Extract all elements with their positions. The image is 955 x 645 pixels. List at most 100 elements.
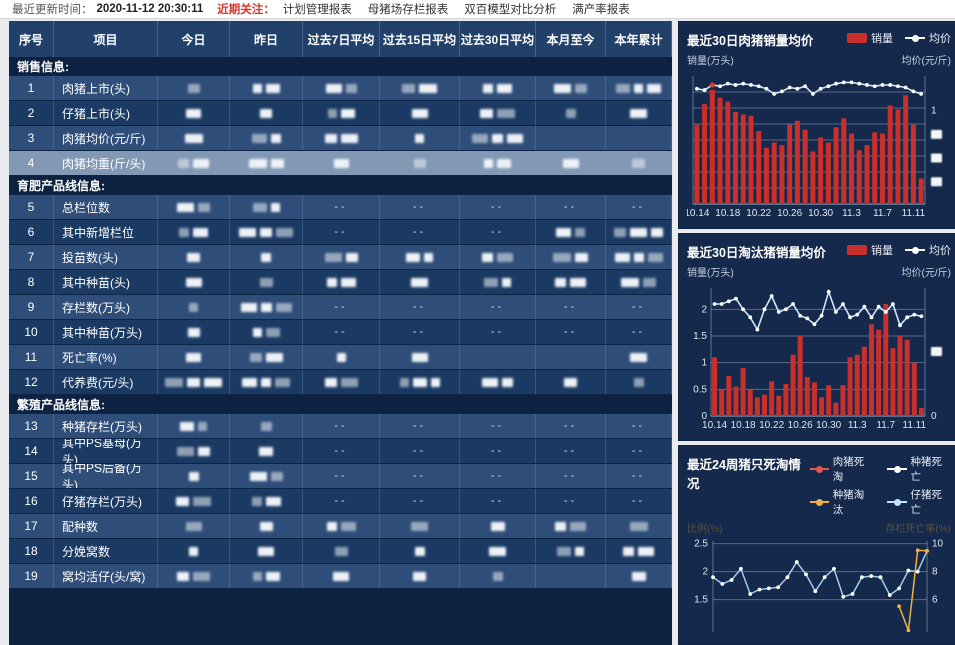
redacted-value [557,546,571,556]
right-axis-label: 存栏死亡率(%) [885,524,951,535]
redacted-value [252,327,262,337]
dash-value: -- [563,495,578,507]
legend-item[interactable]: 种猪淘汰 [809,487,874,517]
svg-text:11.3: 11.3 [842,208,861,219]
dash-value: -- [563,301,578,313]
table-row[interactable]: 18 分娩窝数 [9,539,672,564]
chart-legend: 销量 均价 [847,242,951,258]
table-row[interactable]: 10 其中种苗(万头) -- -- -- -- -- [9,320,672,345]
chart-panel-cull-sales-price: 最近30日淘汰猪销量均价 销量 均价 销量(万头) 均价(元/斤) 0 0.5 1 1.… [678,233,955,441]
redacted-value [411,108,428,118]
table-cell [606,564,672,588]
legend-item[interactable]: 销量 [847,30,893,46]
legend-item[interactable]: 均价 [905,30,951,46]
table-section-row: 育肥产品线信息: [9,176,672,195]
redacted-value [480,108,493,118]
redacted-value [575,83,587,93]
row-index: 15 [9,464,54,488]
chart-legend: 销量 均价 [847,30,951,46]
dash-value: -- [412,495,427,507]
redacted-value [340,133,358,143]
table-cell [536,539,606,563]
redacted-value [414,546,425,556]
table-cell: -- [303,439,380,463]
table-cell [606,101,672,125]
table-cell [460,564,536,588]
redacted-value [242,377,257,387]
table-cell [230,320,303,344]
table-cell: -- [380,195,460,219]
report-link-4[interactable]: 满产率报表 [572,4,630,16]
legend-item[interactable]: 种猪死亡 [887,454,951,484]
dash-value: -- [563,201,578,213]
table-row[interactable]: 9 存栏数(万头) -- -- -- -- -- [9,295,672,320]
row-label: 其中新增栏位 [54,220,158,244]
redacted-value [614,227,626,237]
table-row[interactable]: 2 仔猪上市(头) [9,101,672,126]
row-index: 7 [9,245,54,269]
table-row[interactable]: 12 代养费(元/头) [9,370,672,395]
table-cell [230,101,303,125]
table-cell [158,464,230,488]
table-cell [230,295,303,319]
table-row[interactable]: 1 肉猪上市(头) [9,76,672,101]
table-row[interactable]: 16 仔猪存栏(万头) -- -- -- -- -- [9,489,672,514]
table-row[interactable]: 14 其中PS基母(万头) -- -- -- -- -- [9,439,672,464]
legend-label: 种猪淘汰 [832,489,865,516]
redacted-value [562,158,579,168]
legend-dot [816,498,823,506]
table-row[interactable]: 6 其中新增栏位 -- -- -- [9,220,672,245]
table-cell [536,345,606,369]
legend-item[interactable]: 销量 [847,242,893,258]
dash-value: -- [412,226,427,238]
redacted-value [177,571,189,581]
table-row[interactable]: 17 配种数 [9,514,672,539]
table-row[interactable]: 4 肉猪均重(斤/头) [9,151,672,176]
table-cell [380,345,460,369]
dash-value: -- [631,301,646,313]
table-row[interactable]: 15 其中PS后备(万头) -- -- -- -- -- [9,464,672,489]
dash-value: -- [490,226,505,238]
legend-item[interactable]: 均价 [905,242,951,258]
dash-value: -- [490,326,505,338]
report-link-1[interactable]: 计划管理报表 [282,4,352,16]
redacted-value [631,571,646,581]
table-cell: -- [606,489,672,513]
table-cell: -- [606,320,672,344]
column-header: 今日 [158,21,230,57]
redacted-value [193,571,210,581]
table-cell: -- [303,414,380,438]
redacted-value [643,277,656,287]
dash-value: -- [631,326,646,338]
table-row[interactable]: 3 肉猪均价(元/斤) [9,126,672,151]
svg-text:10.26: 10.26 [777,208,802,219]
legend-label: 均价 [929,245,951,257]
redacted-value [629,521,648,531]
svg-text:10.26: 10.26 [788,420,813,431]
report-link-2[interactable]: 母猪场存栏报表 [367,4,449,16]
legend-item[interactable]: 仔猪死亡 [887,487,951,517]
table-cell [536,220,606,244]
column-header: 昨日 [230,21,303,57]
table-cell [230,76,303,100]
legend-item[interactable]: 肉猪死淘 [809,454,874,484]
table-cell [606,270,672,294]
table-row[interactable]: 13 种猪存栏(万头) -- -- -- -- -- [9,414,672,439]
table-cell: -- [303,320,380,344]
table-row[interactable]: 11 死亡率(%) [9,345,672,370]
table-row[interactable]: 7 投苗数(头) [9,245,672,270]
redacted-value [430,377,440,387]
table-cell [606,76,672,100]
table-row[interactable]: 5 总栏位数 -- -- -- -- -- [9,195,672,220]
dash-value: -- [412,420,427,432]
table-row[interactable]: 19 窝均活仔(头/窝) [9,564,672,589]
redacted-value [326,521,337,531]
report-link-3[interactable]: 双百模型对比分析 [464,4,557,16]
table-row[interactable]: 8 其中种苗(头) [9,270,672,295]
svg-text:11.11: 11.11 [903,420,927,431]
updated-time-value: 2020-11-12 20:30:11 [96,3,204,15]
redacted-value [198,446,210,456]
redacted-value [555,277,566,287]
table-cell [158,320,230,344]
dash-value: -- [490,495,505,507]
